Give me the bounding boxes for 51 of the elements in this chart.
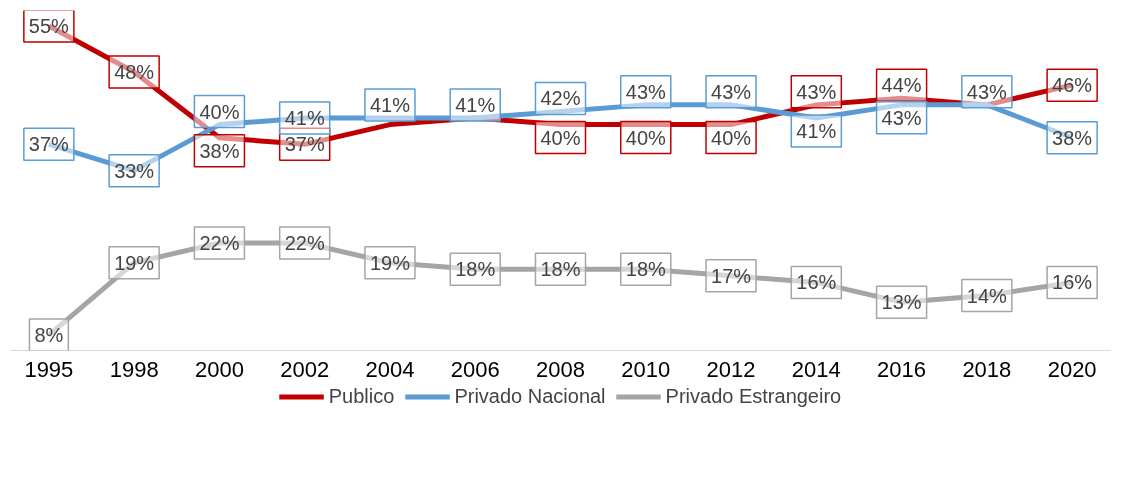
data-label: 42%: [540, 87, 581, 110]
data-label: 18%: [455, 258, 496, 281]
data-label: 46%: [1052, 74, 1093, 97]
legend-label: Privado Estrangeiro: [665, 384, 842, 408]
data-label: 41%: [369, 94, 411, 117]
data-label: 40%: [625, 126, 666, 149]
data-label: 33%: [114, 159, 155, 182]
x-tick-label: 2002: [280, 356, 330, 382]
legend-label: Publico: [328, 384, 395, 408]
legend-label: Privado Nacional: [454, 384, 606, 408]
data-label: 38%: [1052, 126, 1093, 149]
data-label: 14%: [966, 284, 1008, 307]
data-label: 41%: [455, 94, 496, 117]
data-label: 22%: [199, 231, 240, 254]
data-label: 8%: [34, 324, 64, 347]
x-tick-label: 2016: [877, 356, 927, 382]
data-label: 17%: [711, 264, 752, 287]
data-label: 40%: [199, 100, 240, 123]
x-tick-label: 1995: [24, 356, 74, 382]
x-tick-label: 2018: [962, 356, 1012, 382]
data-label: 41%: [796, 120, 837, 143]
data-label: 37%: [284, 133, 325, 156]
data-label: 43%: [966, 80, 1008, 103]
x-tick-label: 2010: [621, 356, 671, 382]
data-label: 44%: [881, 74, 922, 97]
x-tick-label: 1998: [109, 356, 159, 382]
data-label: 13%: [881, 291, 922, 314]
x-tick-label: 2008: [536, 356, 585, 382]
data-label: 43%: [625, 80, 666, 103]
data-label: 18%: [540, 258, 581, 281]
data-label: 43%: [796, 80, 837, 103]
x-tick-label: 2012: [706, 356, 756, 382]
x-tick-label: 2020: [1047, 356, 1097, 382]
data-label: 19%: [114, 251, 155, 274]
data-label: 38%: [199, 139, 240, 162]
data-label: 18%: [625, 258, 666, 281]
data-label: 22%: [284, 231, 325, 254]
data-label: 19%: [369, 251, 411, 274]
data-label: 37%: [28, 133, 70, 156]
data-label: 55%: [28, 14, 70, 37]
data-label: 40%: [711, 126, 752, 149]
x-tick-label: 2004: [365, 356, 415, 382]
data-label: 41%: [284, 107, 325, 130]
data-label: 43%: [881, 106, 922, 129]
data-label: 16%: [796, 271, 837, 294]
x-tick-label: 2006: [450, 356, 500, 382]
x-tick-label: 2000: [194, 356, 244, 382]
data-label: 40%: [540, 126, 581, 149]
data-label: 43%: [711, 80, 752, 103]
data-label: 16%: [1052, 271, 1093, 294]
x-tick-label: 2014: [791, 356, 841, 382]
